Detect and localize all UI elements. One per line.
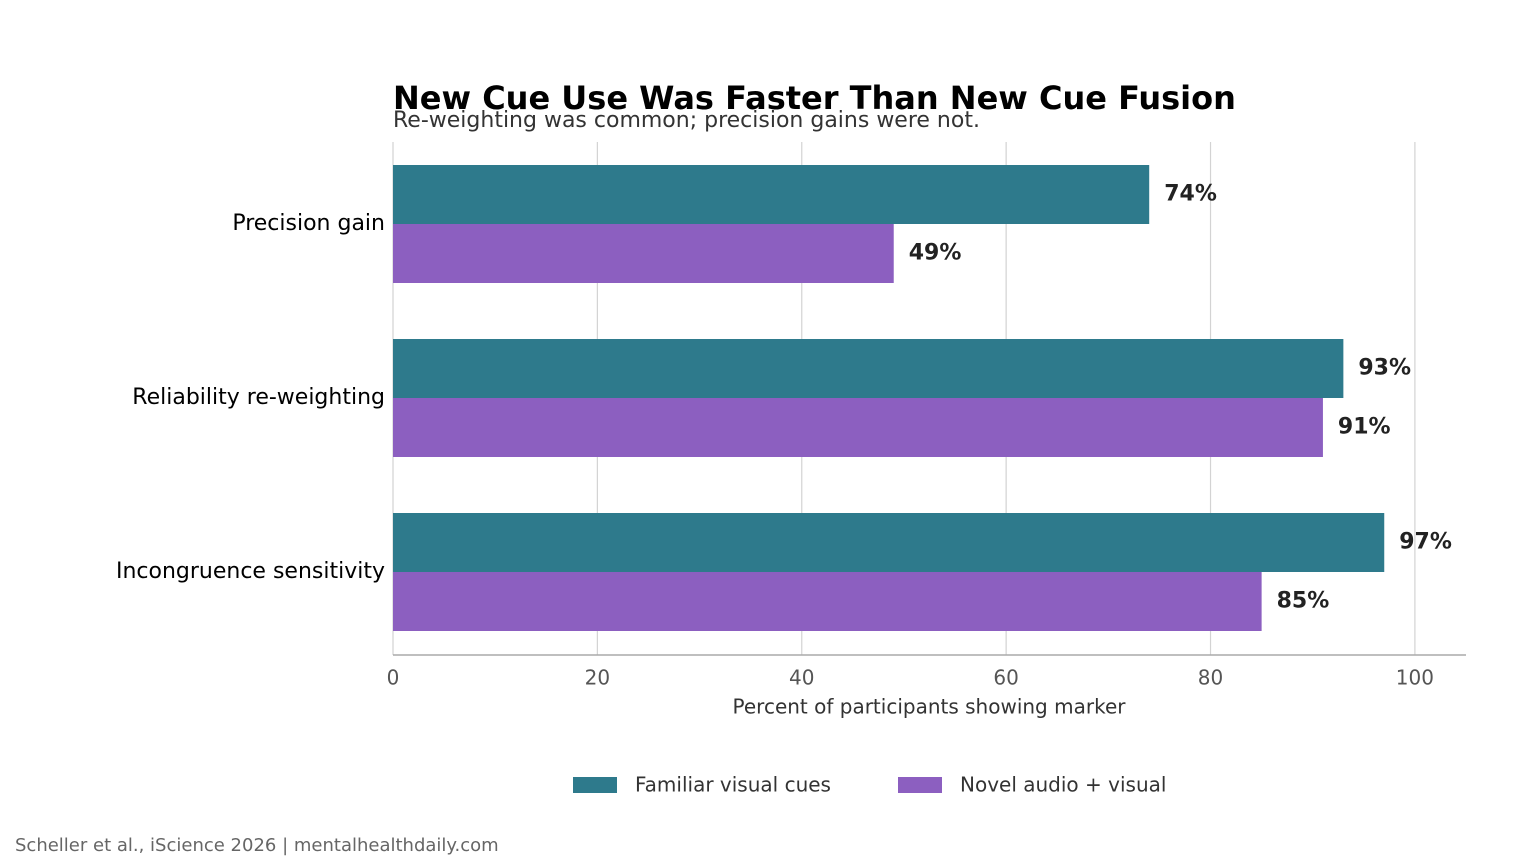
x-axis-label: Percent of participants showing marker	[733, 695, 1127, 719]
value-label: 49%	[909, 241, 962, 266]
y-tick-label: Incongruence sensitivity	[116, 559, 385, 584]
y-tick-label: Reliability re-weighting	[132, 385, 385, 410]
legend-swatch	[573, 777, 617, 793]
bar	[393, 224, 894, 283]
source: Scheller et al., iScience 2026 | mentalh…	[15, 835, 499, 856]
y-tick-label: Precision gain	[232, 211, 385, 236]
x-tick-label: 80	[1198, 666, 1223, 690]
x-tick-label: 20	[585, 666, 610, 690]
bar	[393, 572, 1262, 631]
chart-title: New Cue Use Was Faster Than New Cue Fusi…	[393, 79, 1236, 117]
legend-swatch	[898, 777, 942, 793]
x-tick-label: 40	[789, 666, 814, 690]
value-label: 93%	[1358, 356, 1411, 381]
bar	[393, 339, 1344, 398]
chart-subtitle: Re-weighting was common; precision gains…	[393, 108, 980, 133]
value-label: 74%	[1164, 182, 1217, 207]
x-tick-label: 0	[387, 666, 400, 690]
value-label: 97%	[1399, 530, 1452, 555]
value-label: 91%	[1338, 415, 1391, 440]
x-tick-label: 60	[993, 666, 1018, 690]
value-label: 85%	[1277, 589, 1330, 614]
bar	[393, 165, 1150, 224]
bar	[393, 513, 1385, 572]
x-tick-label: 100	[1396, 666, 1434, 690]
legend-label: Familiar visual cues	[635, 773, 831, 797]
legend-label: Novel audio + visual	[960, 773, 1166, 797]
bar	[393, 398, 1323, 457]
